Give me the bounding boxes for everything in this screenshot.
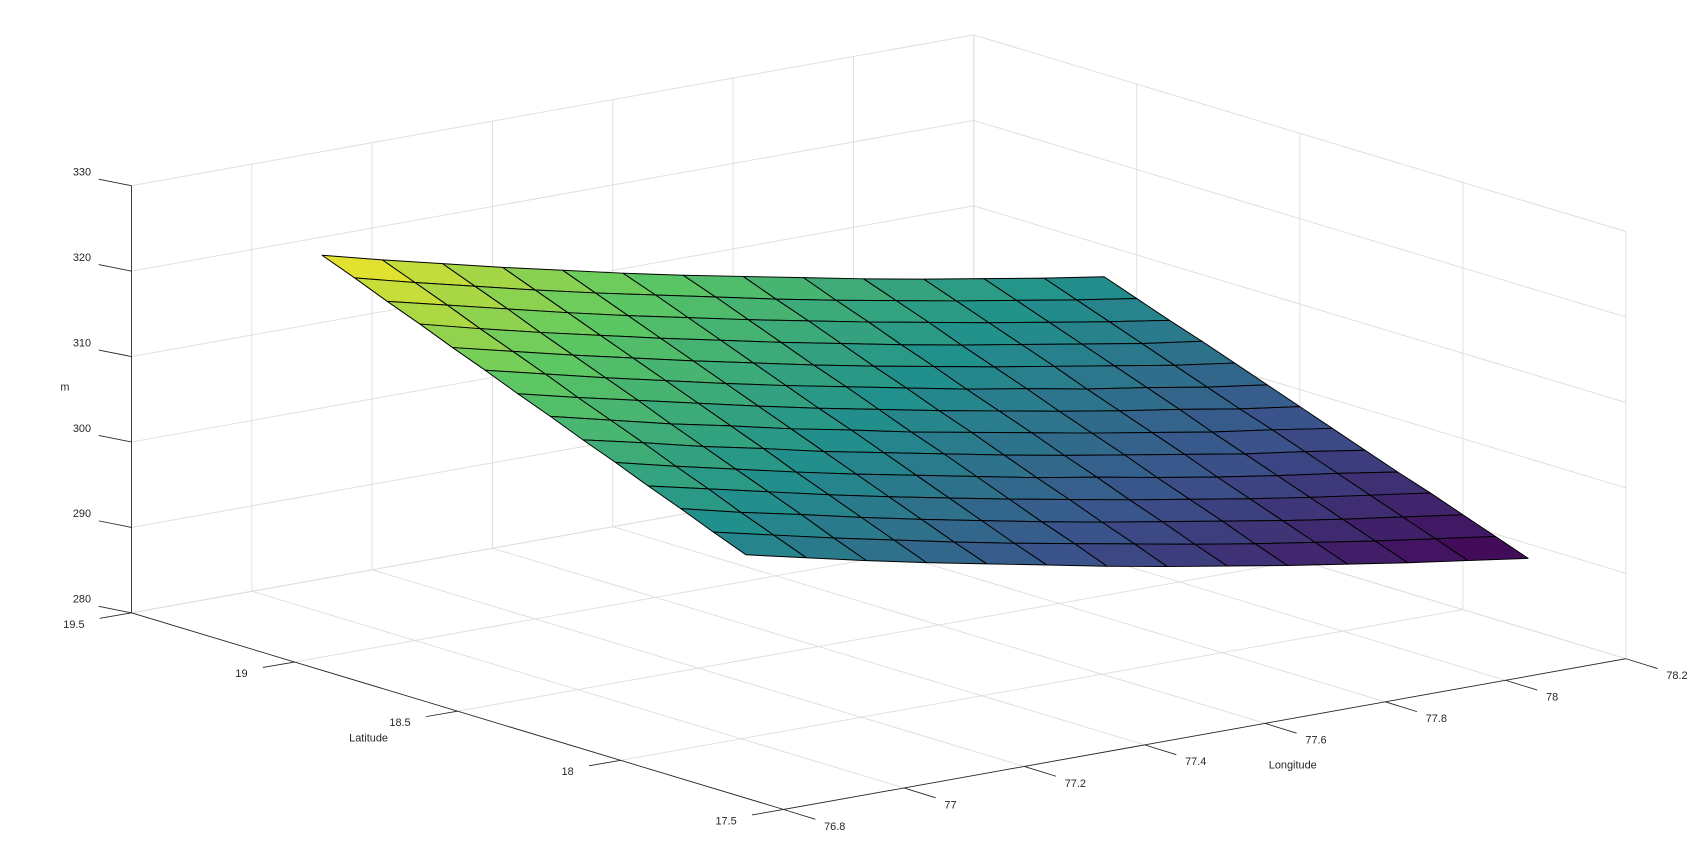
tick-mark bbox=[98, 520, 132, 528]
tick-mark bbox=[783, 809, 816, 820]
z-tick-label: 320 bbox=[73, 252, 91, 264]
tick-mark bbox=[98, 264, 132, 272]
tick-mark bbox=[1024, 765, 1057, 777]
z-tick-label: 330 bbox=[73, 166, 91, 178]
tick-mark bbox=[98, 349, 132, 357]
surface bbox=[321, 254, 1529, 568]
z-axis-label: m bbox=[60, 382, 69, 394]
y-tick-label: 17.5 bbox=[715, 815, 736, 827]
tick-mark bbox=[903, 787, 936, 799]
z-tick-label: 300 bbox=[73, 423, 91, 435]
grid-line bbox=[620, 609, 1463, 761]
tick-mark bbox=[588, 759, 621, 767]
grid-line bbox=[131, 119, 974, 272]
x-axis-label: Longitude bbox=[1269, 760, 1317, 772]
surface-face bbox=[712, 531, 807, 559]
x-tick-label: 77.8 bbox=[1426, 713, 1447, 725]
x-tick-label: 77.6 bbox=[1305, 735, 1326, 747]
tick-mark bbox=[262, 661, 295, 668]
z-tick-label: 280 bbox=[73, 594, 91, 606]
tick-mark bbox=[1144, 744, 1177, 756]
y-axis-label: Latitude bbox=[349, 732, 388, 744]
tick-mark bbox=[99, 612, 132, 619]
labels: Latitude Longitude m bbox=[60, 382, 1316, 772]
tick-mark bbox=[1385, 701, 1418, 713]
grid-line bbox=[973, 34, 1627, 233]
tick-mark bbox=[751, 809, 784, 816]
tick-mark bbox=[1625, 658, 1658, 669]
grid-line bbox=[131, 34, 974, 187]
y-tick-label: 18.5 bbox=[389, 717, 410, 729]
tick-mark bbox=[1505, 679, 1538, 691]
z-tick-label: 310 bbox=[73, 337, 91, 349]
y-tick-label: 19.5 bbox=[63, 619, 84, 631]
grid-line bbox=[973, 119, 1627, 318]
tick-mark bbox=[425, 710, 458, 718]
grid-line bbox=[457, 559, 1300, 712]
y-tick-label: 18 bbox=[562, 766, 574, 778]
x-tick-label: 77.2 bbox=[1065, 778, 1086, 790]
z-tick-label: 290 bbox=[73, 508, 91, 520]
x-tick-label: 76.8 bbox=[824, 821, 845, 833]
y-tick-label: 19 bbox=[235, 668, 247, 680]
x-tick-label: 78 bbox=[1546, 692, 1558, 704]
tick-mark bbox=[1264, 722, 1297, 734]
axis-line bbox=[783, 658, 1627, 810]
x-tick-label: 77 bbox=[944, 799, 956, 811]
x-tick-label: 78.2 bbox=[1666, 670, 1687, 682]
x-tick-label: 77.4 bbox=[1185, 756, 1206, 768]
grid-line bbox=[973, 205, 1627, 403]
axes: 17.5 18 18.5 19 19.5 76.8 77 77.2 77.4 77.6 77.8 78… bbox=[63, 166, 1687, 832]
tick-mark bbox=[98, 435, 132, 443]
tick-mark bbox=[98, 178, 132, 187]
tick-mark bbox=[98, 605, 132, 614]
